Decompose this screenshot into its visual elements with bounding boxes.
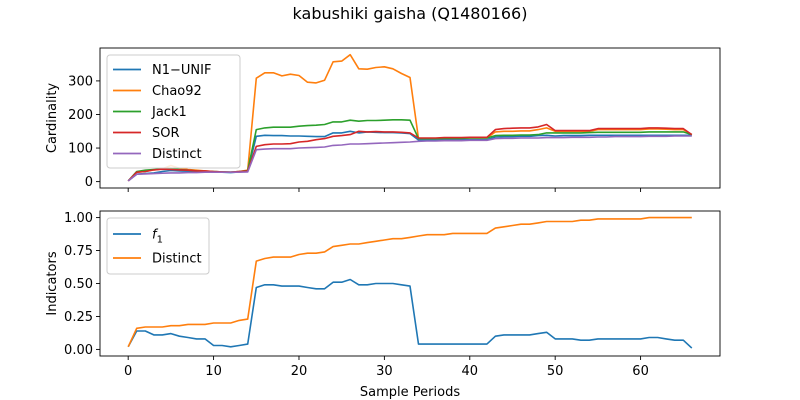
indicators-y-axis-label: Indicators [45, 251, 60, 315]
cardinality-series-line-4 [127, 135, 692, 182]
indicators-y-tick-label: 1.00 [64, 211, 93, 226]
indicators-x-axis-label: Sample Periods [360, 385, 460, 400]
cardinality-panel: 0 100 200 300 Cardinality N1−UNIF Chao92 Jack1 S… [45, 47, 721, 192]
indicators-series-line-1 [127, 216, 692, 348]
indicators-legend-label: Distinct [152, 252, 202, 267]
cardinality-y-tick-label: 300 [68, 74, 93, 89]
indicators-x-tick-label: 0 [124, 364, 132, 379]
cardinality-y-tick-label: 100 [68, 142, 93, 157]
indicators-x-tick-label: 30 [376, 364, 393, 379]
cardinality-legend [106, 54, 241, 169]
cardinality-y-tick-label: 0 [85, 175, 93, 190]
indicators-x-tick-label: 20 [291, 364, 308, 379]
cardinality-legend-label: Distinct [152, 147, 202, 162]
indicators-y-tick-label: 0.50 [64, 277, 93, 292]
indicators-y-tick-label: 0.00 [64, 343, 93, 358]
cardinality-y-tick-label: 200 [68, 108, 93, 123]
indicators-legend-label: f1 [152, 228, 163, 246]
indicators-x-tick-label: 60 [632, 364, 649, 379]
cardinality-legend-label: SOR [152, 126, 180, 141]
indicators-series-line-0 [127, 278, 693, 349]
cardinality-legend-label: N1−UNIF [152, 63, 211, 78]
indicators-x-tick-label: 50 [547, 364, 564, 379]
indicators-legend [106, 217, 210, 275]
indicators-x-tick-label: 40 [462, 364, 479, 379]
figure-title: kabushiki gaisha (Q1480166) [293, 4, 528, 23]
indicators-x-tick-label: 10 [205, 364, 222, 379]
cardinality-legend-label: Chao92 [152, 84, 202, 99]
indicators-y-tick-label: 0.75 [64, 244, 93, 259]
indicators-y-tick-label: 0.25 [64, 310, 93, 325]
cardinality-y-axis-label: Cardinality [45, 83, 60, 154]
cardinality-legend-label: Jack1 [151, 105, 187, 120]
cardinality-axes-frame [99, 47, 721, 189]
indicators-panel: 0 10 20 30 40 50 60 0.00 0.25 0.50 0.75 1.00 Indicat… [45, 210, 721, 400]
